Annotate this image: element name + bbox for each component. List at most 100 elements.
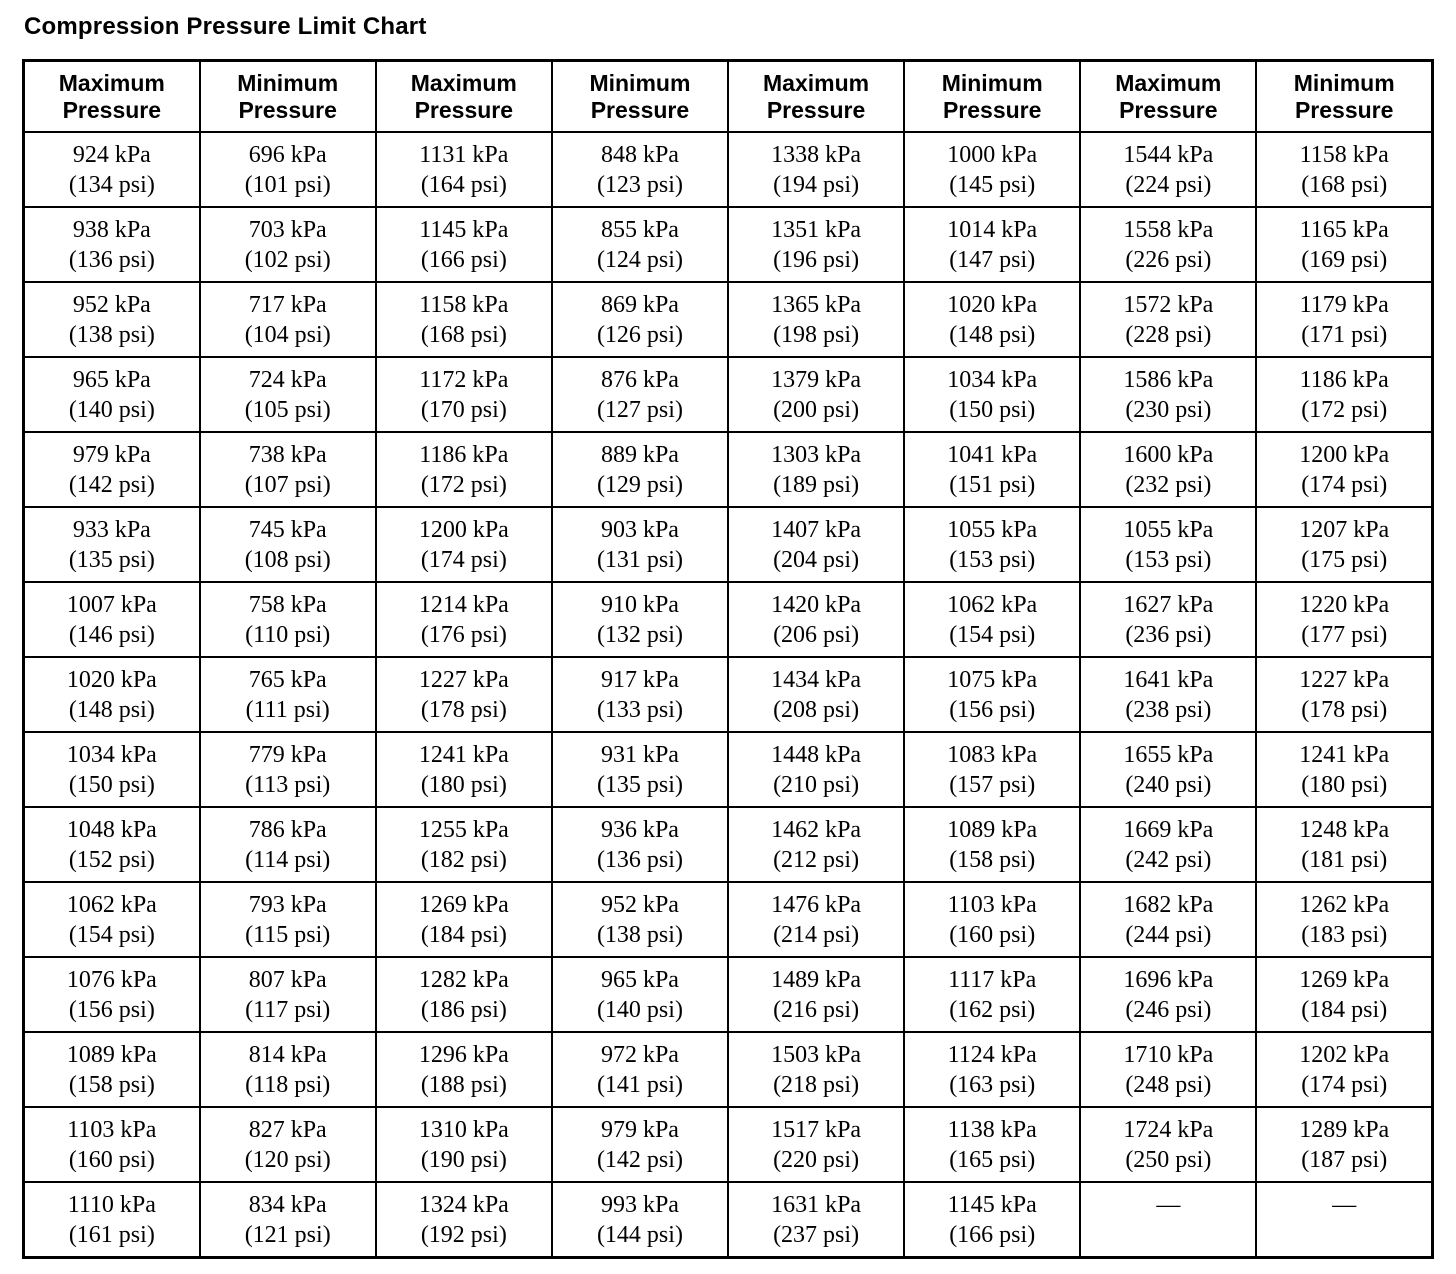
kpa-value: 1227 kPa xyxy=(418,666,509,693)
psi-value: (174 psi) xyxy=(1301,471,1388,498)
kpa-value: 1138 kPa xyxy=(947,1116,1037,1143)
psi-value: (156 psi) xyxy=(949,696,1036,723)
psi-value: (175 psi) xyxy=(1301,546,1388,573)
kpa-value: 1544 kPa xyxy=(1123,141,1214,168)
kpa-value: 1724 kPa xyxy=(1123,1116,1214,1143)
pressure-cell: 1076 kPa (156 psi) xyxy=(22,956,201,1034)
kpa-value: 765 kPa xyxy=(248,666,327,693)
pressure-cell: 1062 kPa (154 psi) xyxy=(903,581,1082,659)
psi-value: (138 psi) xyxy=(68,321,155,348)
psi-value: (160 psi) xyxy=(949,921,1036,948)
kpa-value: 1262 kPa xyxy=(1299,891,1390,918)
compression-pressure-limit-table: Maximum Pressure Minimum Pressure Maximu… xyxy=(22,59,1434,1260)
header-cell-minimum-pressure: Minimum Pressure xyxy=(903,59,1082,134)
kpa-value: 1282 kPa xyxy=(418,966,509,993)
psi-value: (166 psi) xyxy=(949,1221,1036,1248)
psi-value: (174 psi) xyxy=(1301,1071,1388,1098)
kpa-value: 745 kPa xyxy=(248,516,327,543)
pressure-cell: 1572 kPa (228 psi) xyxy=(1079,281,1258,359)
kpa-value: 1089 kPa xyxy=(66,1041,157,1068)
kpa-value: 1000 kPa xyxy=(947,141,1038,168)
pressure-cell: 979 kPa (142 psi) xyxy=(22,431,201,509)
psi-value: (108 psi) xyxy=(244,546,331,573)
kpa-value: 1696 kPa xyxy=(1123,966,1214,993)
pressure-cell: 1048 kPa (152 psi) xyxy=(22,806,201,884)
pressure-cell: 1186 kPa (172 psi) xyxy=(374,431,553,509)
pressure-cell: 765 kPa (111 psi) xyxy=(198,656,377,734)
pressure-cell: — xyxy=(1079,1181,1258,1259)
psi-value: (172 psi) xyxy=(420,471,507,498)
kpa-value: 1641 kPa xyxy=(1123,666,1214,693)
pressure-cell: 1544 kPa (224 psi) xyxy=(1079,131,1258,209)
psi-value: (154 psi) xyxy=(949,621,1036,648)
kpa-value: 1303 kPa xyxy=(771,441,862,468)
kpa-value: 1207 kPa xyxy=(1299,516,1390,543)
pressure-cell: 834 kPa (121 psi) xyxy=(198,1181,377,1259)
pressure-cell: 1089 kPa (158 psi) xyxy=(903,806,1082,884)
pressure-cell: 717 kPa (104 psi) xyxy=(198,281,377,359)
psi-value: (136 psi) xyxy=(596,846,683,873)
pressure-cell: 1503 kPa (218 psi) xyxy=(726,1031,906,1109)
pressure-cell: 1200 kPa (174 psi) xyxy=(374,506,553,584)
pressure-cell: 1310 kPa (190 psi) xyxy=(374,1106,553,1184)
kpa-value: 1055 kPa xyxy=(947,516,1038,543)
psi-value: (178 psi) xyxy=(420,696,507,723)
pressure-cell: 1124 kPa (163 psi) xyxy=(903,1031,1082,1109)
psi-value: (218 psi) xyxy=(773,1071,860,1098)
kpa-value: 1669 kPa xyxy=(1123,816,1214,843)
psi-value: (220 psi) xyxy=(773,1146,860,1173)
pressure-cell: 1055 kPa (153 psi) xyxy=(1079,506,1258,584)
psi-value: (224 psi) xyxy=(1125,171,1212,198)
kpa-value: 889 kPa xyxy=(600,441,679,468)
psi-value: (226 psi) xyxy=(1125,246,1212,273)
pressure-cell: 1158 kPa (168 psi) xyxy=(1255,131,1434,209)
psi-value: (228 psi) xyxy=(1125,321,1212,348)
psi-value: (127 psi) xyxy=(596,396,683,423)
pressure-cell: 1600 kPa (232 psi) xyxy=(1079,431,1258,509)
psi-value: (140 psi) xyxy=(596,996,683,1023)
psi-value: (166 psi) xyxy=(420,246,507,273)
psi-value: (162 psi) xyxy=(949,996,1036,1023)
psi-value: (210 psi) xyxy=(773,771,860,798)
kpa-value: 1407 kPa xyxy=(771,516,862,543)
pressure-cell: 1379 kPa (200 psi) xyxy=(726,356,906,434)
kpa-value: 793 kPa xyxy=(248,891,327,918)
psi-value: (135 psi) xyxy=(68,546,155,573)
psi-value: (120 psi) xyxy=(244,1146,331,1173)
psi-value: (156 psi) xyxy=(68,996,155,1023)
pressure-cell: 1669 kPa (242 psi) xyxy=(1079,806,1258,884)
kpa-value: 1083 kPa xyxy=(947,741,1038,768)
pressure-cell: 1041 kPa (151 psi) xyxy=(903,431,1082,509)
table-row: 1062 kPa (154 psi) 793 kPa (115 psi) 1269 kP… xyxy=(22,881,1434,959)
psi-value: (113 psi) xyxy=(245,771,331,798)
psi-value: (158 psi) xyxy=(68,1071,155,1098)
psi-value: (150 psi) xyxy=(68,771,155,798)
kpa-value: 1202 kPa xyxy=(1299,1041,1390,1068)
kpa-value: 1296 kPa xyxy=(418,1041,509,1068)
pressure-cell: 889 kPa (129 psi) xyxy=(550,431,730,509)
pressure-cell: 1083 kPa (157 psi) xyxy=(903,731,1082,809)
psi-value: (111 psi) xyxy=(245,696,330,723)
psi-value: (118 psi) xyxy=(245,1071,331,1098)
psi-value: (153 psi) xyxy=(949,546,1036,573)
pressure-cell: 1158 kPa (168 psi) xyxy=(374,281,553,359)
psi-value: (242 psi) xyxy=(1125,846,1212,873)
kpa-value: 1682 kPa xyxy=(1123,891,1214,918)
kpa-value: 1241 kPa xyxy=(1299,741,1390,768)
pressure-cell: 786 kPa (114 psi) xyxy=(198,806,377,884)
kpa-value: 993 kPa xyxy=(600,1191,679,1218)
psi-value: (158 psi) xyxy=(949,846,1036,873)
psi-value: (240 psi) xyxy=(1125,771,1212,798)
kpa-value: 1020 kPa xyxy=(947,291,1038,318)
header-cell-maximum-pressure: Maximum Pressure xyxy=(22,59,201,134)
pressure-cell: 1338 kPa (194 psi) xyxy=(726,131,906,209)
pressure-cell: 1103 kPa (160 psi) xyxy=(22,1106,201,1184)
kpa-value: 1269 kPa xyxy=(418,891,509,918)
kpa-value: 917 kPa xyxy=(600,666,679,693)
psi-value: (160 psi) xyxy=(68,1146,155,1173)
table-row: 1103 kPa (160 psi) 827 kPa (120 psi) 1310 kP… xyxy=(22,1106,1434,1184)
kpa-value: 703 kPa xyxy=(248,216,327,243)
pressure-cell: 1303 kPa (189 psi) xyxy=(726,431,906,509)
psi-value: (145 psi) xyxy=(949,171,1036,198)
kpa-value: 1310 kPa xyxy=(418,1116,509,1143)
